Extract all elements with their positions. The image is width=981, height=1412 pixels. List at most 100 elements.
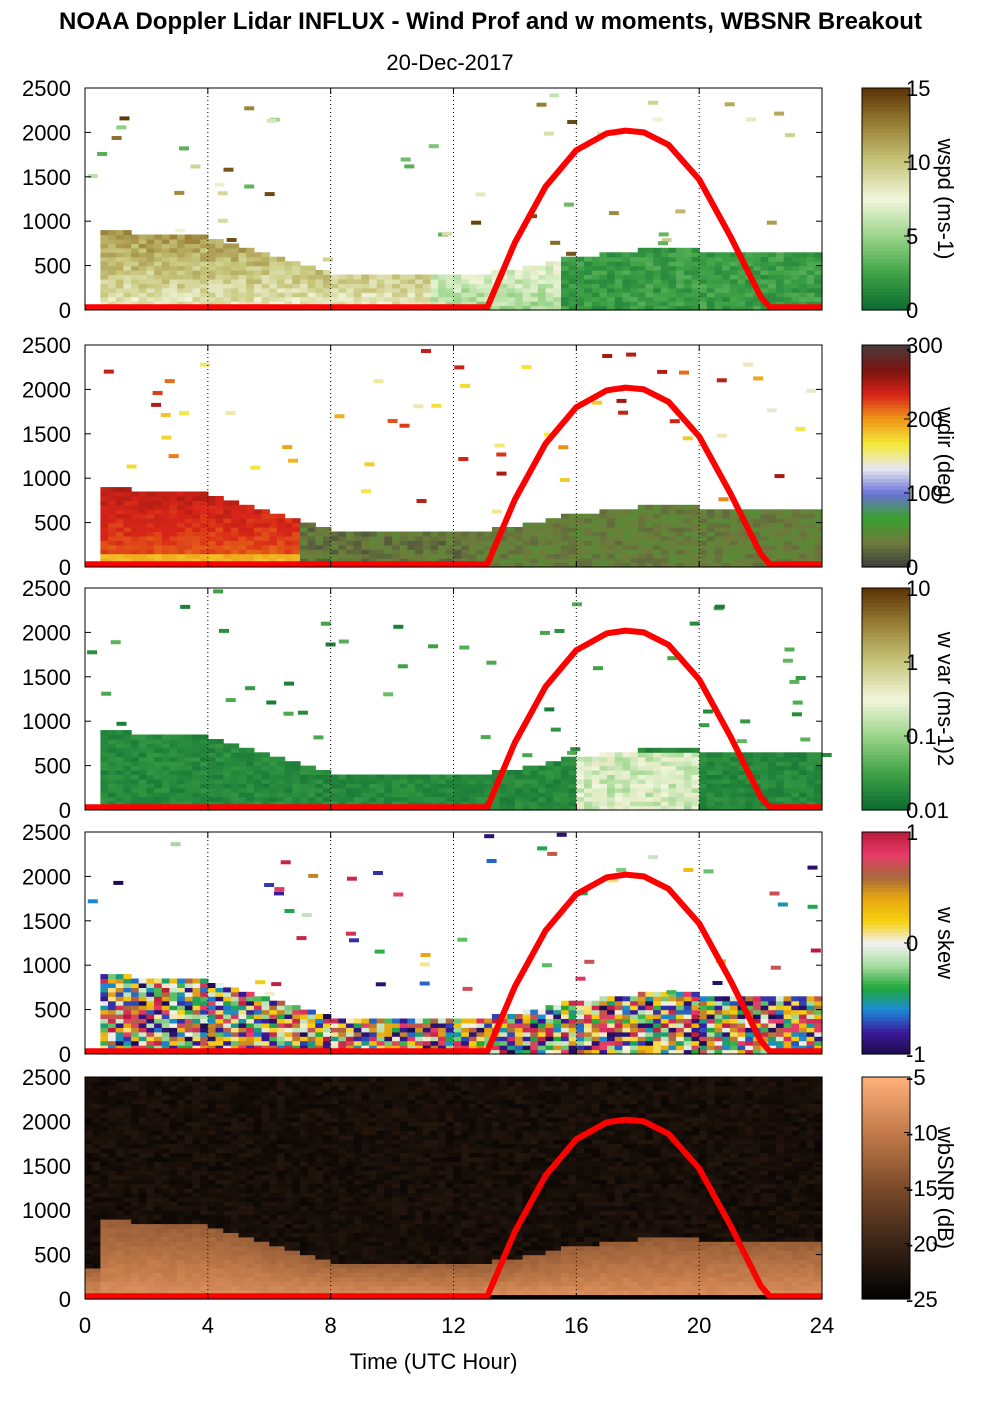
y-tick-label: 1500	[22, 909, 71, 934]
x-tick-label: 12	[441, 1313, 465, 1338]
aloft-cell	[792, 700, 803, 705]
y-tick-label: 2500	[22, 76, 71, 101]
aloft-cell	[428, 144, 439, 149]
aloft-cell	[522, 753, 533, 758]
aloft-cell	[97, 152, 108, 156]
aloft-cell	[373, 871, 383, 875]
aloft-cell	[679, 370, 689, 375]
aloft-cell	[543, 131, 554, 136]
aloft-cell	[567, 750, 578, 755]
aloft-cell	[334, 414, 345, 419]
aloft-cell	[404, 164, 415, 169]
aloft-cell	[442, 231, 452, 236]
aloft-cell	[703, 709, 713, 714]
colorbar-tick-label: 0	[906, 298, 918, 323]
aloft-cell	[264, 991, 275, 996]
y-tick-label: 2500	[22, 1065, 71, 1090]
aloft-cell	[563, 202, 574, 207]
aloft-cell	[160, 413, 171, 417]
aloft-cell	[168, 454, 179, 459]
aloft-cell	[743, 362, 754, 367]
aloft-cell	[718, 497, 729, 502]
panel-data-cells	[85, 1077, 823, 1300]
colorbar-tick-label: 0	[906, 931, 918, 956]
aloft-cell	[244, 184, 255, 189]
aloft-cell	[419, 962, 430, 967]
y-tick-label: 2500	[22, 333, 71, 358]
x-tick-label: 16	[564, 1313, 588, 1338]
colorbar-tick-label: 0	[906, 555, 918, 580]
aloft-cell	[675, 209, 686, 214]
aloft-cell	[699, 723, 710, 728]
panel-wbSNR: 0 500 1000 1500 2000 2500 -25 -20 -15 -10 -5 wbSNR …	[22, 1065, 958, 1312]
aloft-cell	[724, 102, 735, 107]
aloft-cell	[170, 842, 181, 847]
aloft-cell	[669, 419, 680, 424]
y-tick-label: 1000	[22, 953, 71, 978]
aloft-cell	[475, 192, 486, 197]
aloft-cell	[486, 660, 497, 665]
colorbar: -1 0 1 w skew	[861, 820, 958, 1067]
aloft-cell	[419, 981, 430, 986]
aloft-cell	[190, 164, 201, 169]
colorbar: -25 -20 -15 -10 -5 wbSNR (dB)	[861, 1065, 958, 1312]
aloft-cell	[400, 157, 411, 162]
colorbar-tick-label: 15	[906, 76, 930, 101]
aloft-cell	[219, 628, 229, 633]
x-tick-label: 0	[79, 1313, 91, 1338]
aloft-cell	[223, 167, 234, 172]
aloft-cell	[217, 218, 228, 223]
aloft-cell	[572, 602, 582, 607]
aloft-cell	[413, 404, 424, 409]
colorbar-frame	[861, 587, 911, 811]
aloft-cell	[87, 650, 98, 655]
aloft-cell	[608, 211, 619, 216]
x-tick-label: 4	[202, 1313, 214, 1338]
colorbar-label: wdir (deg)	[933, 406, 958, 505]
aloft-cell	[648, 855, 659, 860]
aloft-cell	[179, 411, 189, 416]
colorbar-label: w skew	[933, 906, 958, 979]
aloft-cell	[271, 982, 282, 987]
aloft-cell	[770, 965, 781, 970]
y-tick-label: 1000	[22, 1198, 71, 1223]
y-tick-label: 1000	[22, 466, 71, 491]
figure-date: 20-Dec-2017	[386, 50, 514, 75]
y-tick-label: 2500	[22, 576, 71, 601]
colorbar: 0 5 10 15 wspd (ms-1)	[861, 76, 958, 323]
sun-elevation-curve	[85, 127, 822, 311]
aloft-cell	[174, 190, 185, 195]
aloft-cell	[458, 457, 469, 461]
aloft-cell	[244, 106, 255, 111]
aloft-cell	[471, 220, 482, 225]
y-tick-label: 0	[59, 298, 71, 323]
aloft-cell	[753, 376, 764, 381]
aloft-cell	[667, 656, 678, 661]
aloft-cell	[549, 93, 560, 98]
aloft-cell	[806, 388, 817, 393]
y-tick-label: 2000	[22, 377, 71, 402]
aloft-cell	[111, 136, 122, 140]
y-tick-label: 0	[59, 1042, 71, 1067]
y-tick-label: 2500	[22, 820, 71, 845]
aloft-cell	[716, 378, 727, 383]
aloft-cell	[740, 719, 751, 724]
aloft-cell	[807, 904, 818, 909]
aloft-cell	[608, 878, 619, 883]
aloft-cell	[180, 604, 191, 609]
colorbar-tick-label: 5	[906, 224, 918, 249]
aloft-cell	[457, 937, 468, 942]
y-tick-label: 500	[34, 254, 71, 279]
aloft-cell	[274, 887, 285, 892]
aloft-cell	[119, 116, 130, 121]
aloft-cell	[592, 400, 603, 405]
sun-elevation-curve	[85, 871, 822, 1055]
y-tick-label: 1500	[22, 422, 71, 447]
aloft-cell	[791, 712, 802, 717]
aloft-cell	[766, 408, 777, 413]
y-tick-label: 2000	[22, 120, 71, 145]
colorbar-label: wspd (ms-1)	[933, 137, 958, 259]
aloft-cell	[397, 664, 408, 669]
y-tick-label: 2000	[22, 1109, 71, 1134]
aloft-cell	[712, 981, 723, 985]
